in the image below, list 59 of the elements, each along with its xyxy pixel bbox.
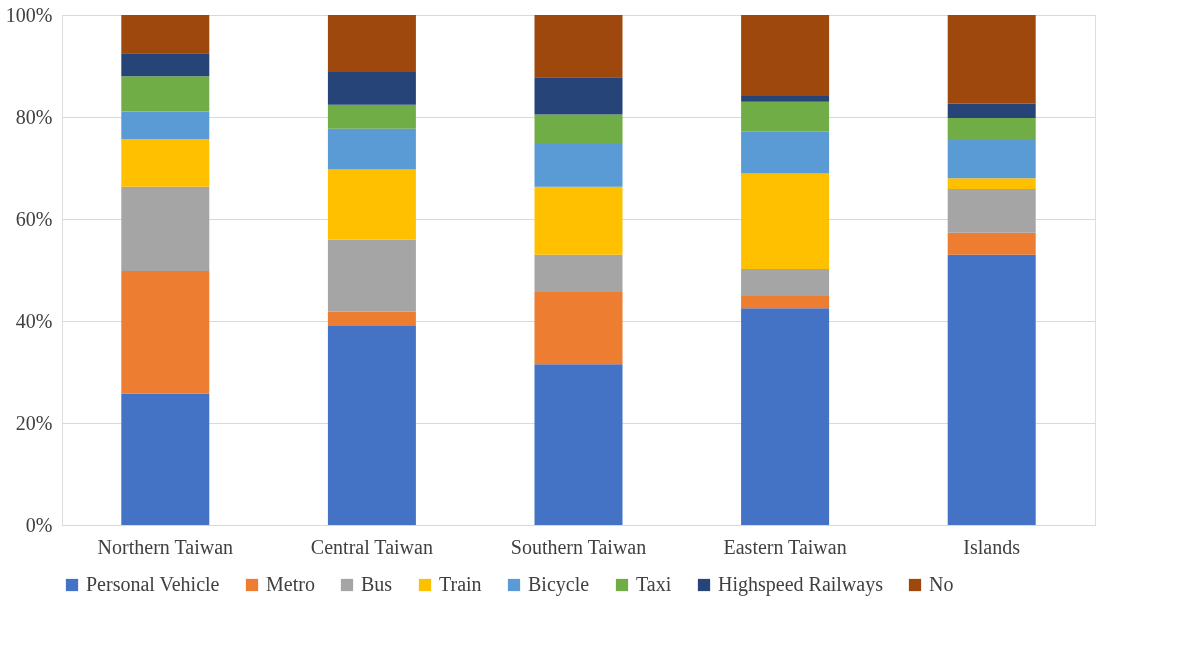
bar — [741, 268, 830, 297]
bar — [534, 291, 623, 365]
y-tick-label: 40% — [15, 309, 53, 332]
bar — [947, 188, 1036, 233]
bar — [947, 118, 1036, 140]
y-tick-label: 60% — [15, 207, 53, 230]
legend-label: Train — [439, 573, 482, 595]
bar — [741, 96, 830, 102]
x-tick-label: Eastern Taiwan — [723, 535, 847, 558]
y-tick-label: 20% — [15, 411, 53, 434]
bar — [534, 143, 623, 187]
legend-label: Personal Vehicle — [86, 573, 220, 595]
bar — [121, 76, 210, 112]
bar — [741, 15, 830, 97]
bar — [741, 131, 830, 174]
legend-label: Metro — [266, 573, 315, 595]
bar — [121, 138, 210, 187]
bar — [327, 104, 416, 129]
bar — [121, 53, 210, 77]
bar — [947, 178, 1036, 189]
bar — [327, 128, 416, 170]
legend-label: No — [929, 573, 954, 595]
y-tick-label: 80% — [15, 105, 53, 128]
bar — [947, 232, 1036, 255]
legend-label: Bus — [361, 573, 393, 595]
bar — [947, 15, 1036, 104]
bar — [327, 326, 416, 525]
bar — [534, 254, 623, 292]
bar — [121, 186, 210, 272]
bar — [121, 111, 210, 139]
x-tick-label: Southern Taiwan — [510, 535, 647, 558]
bar — [327, 72, 416, 105]
bar — [741, 296, 830, 309]
bar — [121, 393, 210, 525]
bar — [534, 77, 623, 115]
bar — [327, 169, 416, 240]
bar — [741, 101, 830, 132]
bar — [327, 15, 416, 73]
bar — [947, 139, 1036, 179]
legend-label: Highspeed Railways — [718, 573, 884, 596]
y-tick-label: 0% — [25, 513, 53, 536]
bar — [534, 114, 623, 144]
bar — [327, 239, 416, 312]
bar — [947, 254, 1036, 525]
bar — [947, 103, 1036, 119]
legend-label: Taxi — [636, 573, 672, 595]
bar — [121, 15, 210, 54]
bar — [741, 173, 830, 269]
bar — [121, 271, 210, 394]
x-tick-label: Islands — [963, 535, 1021, 558]
bar — [534, 186, 623, 255]
x-tick-label: Central Taiwan — [310, 535, 433, 558]
bar — [327, 311, 416, 327]
x-tick-label: Northern Taiwan — [97, 535, 234, 558]
legend-label: Bicycle — [528, 573, 590, 596]
bar — [534, 15, 623, 78]
bar — [534, 364, 623, 525]
bar — [741, 308, 830, 525]
y-tick-label: 100% — [5, 3, 53, 26]
